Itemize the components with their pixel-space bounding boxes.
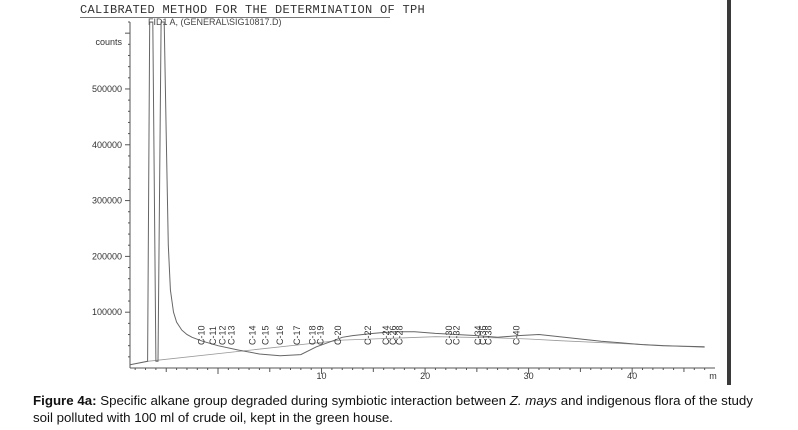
peak-label: C-40 [511, 325, 521, 345]
peak-label: C-19 [316, 325, 326, 345]
peak-label: C-36 [478, 326, 488, 346]
peak-label: C-17 [292, 325, 302, 345]
chromatogram-chart: 100000 200000 300000 400000 500000 counts 10 20… [92, 0, 731, 385]
peak-label: C-12 [217, 326, 227, 346]
y-tick-label: 100000 [92, 307, 122, 317]
trace-layer [129, 21, 705, 366]
peak-label: C-22 [363, 325, 373, 345]
peak-label: C-30 [444, 325, 454, 345]
peak-label: C-26 [388, 325, 398, 345]
signal-label: FID1 A, (GENERAL\SIG10817.D) [148, 17, 282, 27]
y-tick-label: 200000 [92, 251, 122, 261]
y-tick-label: 500000 [92, 84, 122, 94]
peak-label: C-11 [208, 326, 218, 345]
peak-label: C-16 [275, 325, 285, 345]
peak-label: C-28 [394, 325, 404, 345]
peak-label: C-38 [483, 326, 493, 346]
peak-label: C-34 [473, 325, 483, 345]
chromatogram-trace [129, 21, 705, 366]
peak-label: C-14 [247, 326, 257, 346]
x-tick-label: 20 [420, 371, 430, 381]
x-tick-label: 40 [627, 371, 637, 381]
axes-layer: 100000 200000 300000 400000 500000 counts 10 20… [92, 21, 717, 381]
peak-label: C-13 [227, 326, 237, 346]
x-axis-unit-label: m [709, 371, 717, 381]
y-axis-label: counts [95, 37, 122, 47]
x-tick-label: 10 [317, 371, 327, 381]
caption-species: Z. mays [509, 393, 558, 408]
figure-caption: Figure 4a: Specific alkane group degrade… [33, 392, 773, 426]
chart-header-title: CALIBRATED METHOD FOR THE DETERMINATION … [80, 3, 426, 17]
header-underline [80, 17, 390, 18]
y-tick-label: 300000 [92, 196, 122, 206]
x-tick-label: 30 [524, 371, 534, 381]
baseline-trace [147, 336, 705, 362]
peak-label: C-18 [307, 325, 317, 345]
peak-label: C-15 [261, 325, 271, 345]
right-border-bar [727, 0, 731, 385]
peak-label: C-20 [333, 325, 343, 345]
caption-text-before: Specific alkane group degraded during sy… [100, 393, 507, 408]
caption-text-after: and indigenous flora of the study soil p… [33, 393, 753, 425]
y-tick-label: 400000 [92, 140, 122, 150]
peak-label: C-10 [197, 325, 207, 345]
caption-label: Figure 4a: [33, 393, 97, 408]
peak-label: C-32 [451, 326, 461, 346]
peak-label-layer: C-10 C-11 C-12 C-13 C-14 C-15 C-16 C-17 C-18C-19… [197, 325, 522, 345]
peak-label: C-24 [381, 325, 391, 345]
